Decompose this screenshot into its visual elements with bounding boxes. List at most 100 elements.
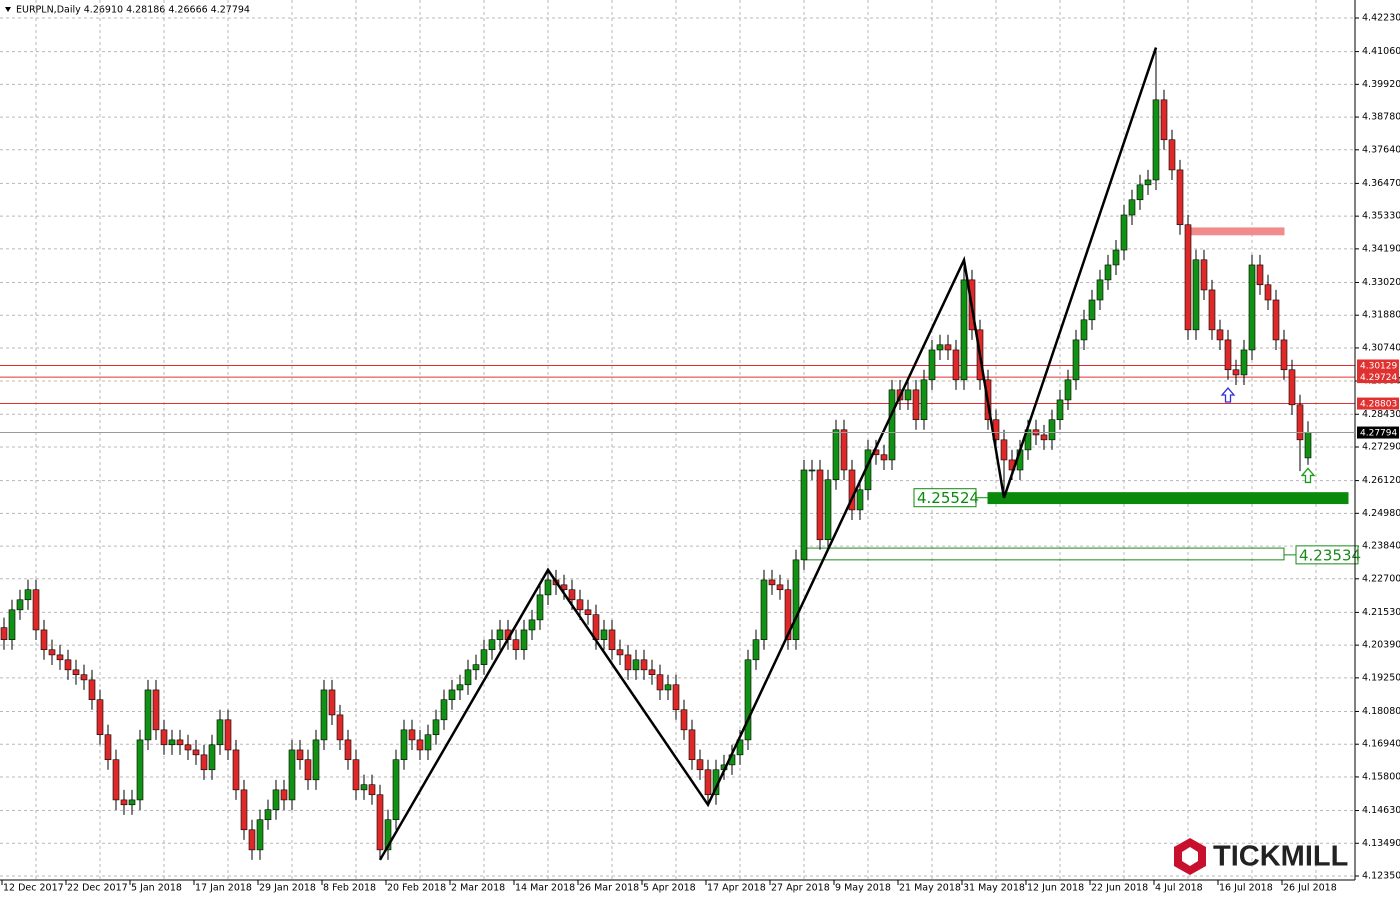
candle-body [536, 594, 544, 621]
level-label-box [1357, 397, 1399, 410]
candle-body [736, 739, 744, 756]
candle-body [408, 729, 416, 741]
y-tick-label: 4.28430 [1362, 409, 1400, 420]
candle-body [808, 469, 816, 472]
y-tick-label: 4.23840 [1362, 541, 1400, 552]
y-tick-label: 4.20390 [1362, 640, 1400, 651]
level-label-box [1357, 359, 1399, 372]
candle-body [216, 719, 224, 746]
candle-body [1160, 99, 1168, 141]
zone-label-box [1295, 545, 1359, 565]
candle-body [792, 559, 800, 640]
level-label: 4.30129 [1360, 361, 1397, 371]
candle-body [184, 744, 192, 751]
candle-body [200, 754, 208, 771]
candle-body [424, 734, 432, 751]
candle-body [1168, 139, 1176, 171]
candle-body [600, 629, 608, 640]
candle-body [608, 629, 616, 651]
candle-body [912, 389, 920, 421]
candle-body [1040, 434, 1048, 441]
y-tick-label: 4.41060 [1362, 46, 1400, 57]
signal-arrow [1220, 387, 1236, 403]
zigzag-line [378, 47, 1158, 861]
candle-body [8, 609, 16, 640]
candle-body [344, 739, 352, 761]
y-tick-label: 4.24980 [1362, 508, 1400, 519]
y-tick-label: 4.34190 [1362, 243, 1400, 254]
y-tick-label: 4.15800 [1362, 771, 1400, 782]
candle-body [152, 689, 160, 731]
candle-body [768, 579, 776, 586]
candle-body [624, 654, 632, 671]
candle-body [176, 739, 184, 746]
candle-body [1272, 299, 1280, 341]
candle-body [456, 684, 464, 691]
candle-body [32, 589, 40, 631]
candle-body [280, 789, 288, 801]
candle-body [368, 784, 376, 796]
candle-body [1304, 432, 1312, 459]
candle-body [1136, 184, 1144, 201]
x-tick-label: 27 Apr 2018 [771, 883, 830, 894]
candle-body [64, 659, 72, 671]
candle-body [144, 689, 152, 741]
candle-body [352, 759, 360, 791]
candle-body [480, 649, 488, 665]
candle-body [1264, 284, 1272, 301]
zone-label: 4.23534 [1299, 546, 1361, 564]
candle-body [0, 627, 8, 640]
y-tick-label: 4.22700 [1362, 573, 1400, 584]
y-tick-label: 4.27290 [1362, 442, 1400, 453]
candle-body [296, 749, 304, 761]
x-tick-label: 17 Apr 2018 [707, 883, 766, 894]
candle-body [1096, 279, 1104, 301]
y-tick-label: 4.38780 [1362, 112, 1400, 123]
x-tick-label: 5 Jan 2018 [131, 883, 182, 894]
candle-body [264, 809, 272, 821]
candle-body [1232, 369, 1240, 376]
candle-body [744, 659, 752, 741]
x-tick-label: 29 Jan 2018 [259, 883, 316, 894]
candle-body [288, 749, 296, 801]
x-tick-label: 20 Feb 2018 [387, 883, 446, 894]
candle-body [392, 759, 400, 821]
candle-body [528, 619, 536, 631]
candle-body [1184, 224, 1192, 331]
candle-body [488, 639, 496, 651]
candle-body [104, 734, 112, 761]
candle-body [1128, 199, 1136, 216]
candle-body [840, 429, 848, 471]
candle-body [1056, 399, 1064, 421]
candle-body [72, 669, 80, 676]
x-tick-label: 26 Jul 2018 [1283, 883, 1337, 894]
candle-body [1296, 404, 1304, 441]
candle-body [688, 729, 696, 761]
candle-body [40, 629, 48, 651]
candle-body [1072, 339, 1080, 381]
candle-body [784, 589, 792, 640]
candle-body [680, 709, 688, 731]
candle-body [544, 579, 552, 596]
candle-body [1120, 214, 1128, 251]
candle-body [1280, 339, 1288, 371]
candle-body [192, 749, 200, 756]
y-tick-label: 4.35330 [1362, 211, 1400, 222]
y-tick-label: 4.36470 [1362, 178, 1400, 189]
candle-body [960, 279, 968, 381]
candle-body [856, 489, 864, 511]
candle-body [816, 469, 824, 541]
candle-body [696, 759, 704, 771]
candle-body [512, 639, 520, 651]
x-tick-label: 31 May 2018 [963, 883, 1025, 894]
candle-body [520, 629, 528, 651]
candle-body [384, 819, 392, 851]
zone [1187, 227, 1285, 236]
candle-body [1000, 439, 1008, 461]
candle-body [1256, 264, 1264, 286]
candle-body [416, 739, 424, 751]
candle-body [16, 599, 24, 611]
x-tick-label: 14 Mar 2018 [515, 883, 575, 894]
candle-body [928, 349, 936, 381]
